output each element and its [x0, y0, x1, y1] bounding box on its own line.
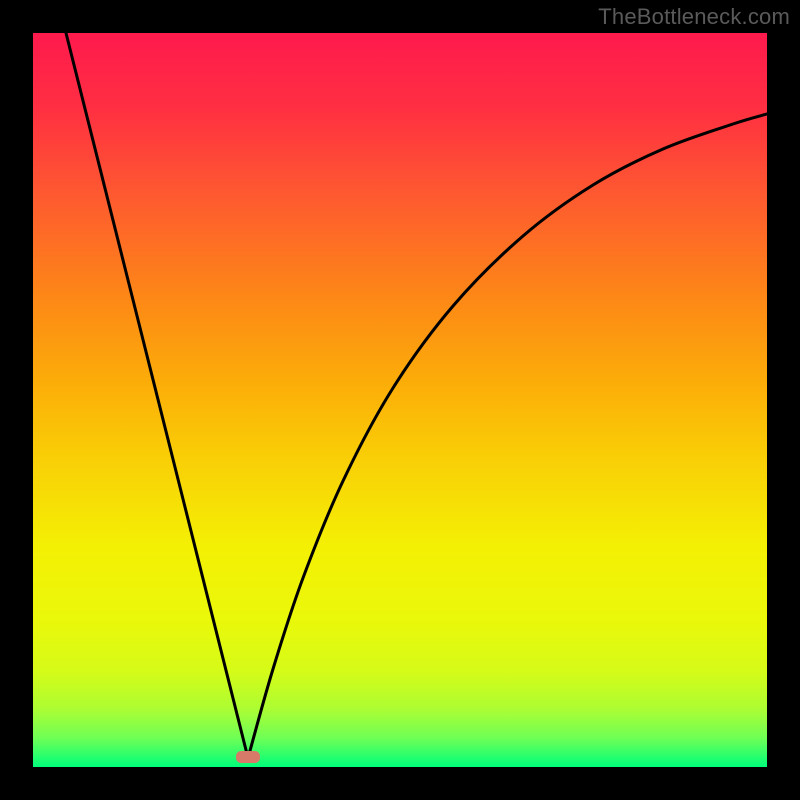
- watermark-text: TheBottleneck.com: [598, 4, 790, 30]
- plot-area: [33, 33, 767, 767]
- optimal-point-marker: [236, 751, 260, 763]
- bottleneck-curve: [33, 33, 767, 767]
